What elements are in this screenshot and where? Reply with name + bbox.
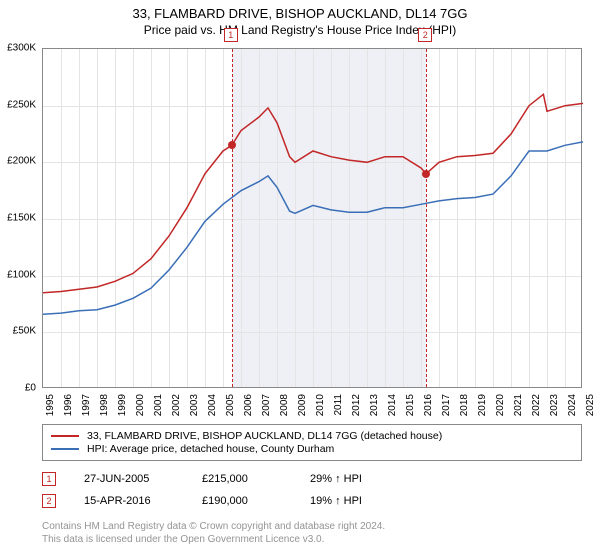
legend-swatch xyxy=(51,448,79,450)
x-axis-label: 2018 xyxy=(459,394,470,416)
legend-item: HPI: Average price, detached house, Coun… xyxy=(51,443,573,455)
x-axis-label: 2020 xyxy=(495,394,506,416)
x-axis-label: 2009 xyxy=(297,394,308,416)
y-axis-label: £0 xyxy=(0,383,36,394)
x-axis-label: 2003 xyxy=(189,394,200,416)
x-axis-label: 2002 xyxy=(171,394,182,416)
x-axis-label: 2014 xyxy=(387,394,398,416)
event-hpi: 29% ↑ HPI xyxy=(310,473,410,485)
x-axis-label: 2004 xyxy=(207,394,218,416)
x-axis-label: 2016 xyxy=(423,394,434,416)
event-index-box: 1 xyxy=(42,472,56,486)
y-axis-label: £200K xyxy=(0,156,36,167)
event-date: 15-APR-2016 xyxy=(84,495,174,507)
footnote: Contains HM Land Registry data © Crown c… xyxy=(42,520,385,546)
event-date: 27-JUN-2005 xyxy=(84,473,174,485)
event-marker-box: 2 xyxy=(418,28,432,42)
x-axis-label: 1997 xyxy=(81,394,92,416)
event-hpi: 19% ↑ HPI xyxy=(310,495,410,507)
x-axis-label: 2006 xyxy=(243,394,254,416)
x-axis-label: 2011 xyxy=(333,394,344,416)
y-axis-label: £150K xyxy=(0,213,36,224)
x-axis-label: 2023 xyxy=(549,394,560,416)
y-axis-label: £100K xyxy=(0,269,36,280)
y-axis-label: £300K xyxy=(0,43,36,54)
x-axis-label: 2007 xyxy=(261,394,272,416)
footnote-line: This data is licensed under the Open Gov… xyxy=(42,533,385,546)
legend: 33, FLAMBARD DRIVE, BISHOP AUCKLAND, DL1… xyxy=(42,424,582,461)
legend-label: HPI: Average price, detached house, Coun… xyxy=(87,443,334,455)
x-axis-label: 2005 xyxy=(225,394,236,416)
x-axis-label: 2019 xyxy=(477,394,488,416)
series-line xyxy=(43,94,583,292)
x-axis-label: 2022 xyxy=(531,394,542,416)
footnote-line: Contains HM Land Registry data © Crown c… xyxy=(42,520,385,533)
y-axis-label: £50K xyxy=(0,326,36,337)
x-axis-label: 2012 xyxy=(351,394,362,416)
chart-container: 33, FLAMBARD DRIVE, BISHOP AUCKLAND, DL1… xyxy=(0,0,600,560)
chart-lines xyxy=(43,49,583,389)
x-axis-label: 2025 xyxy=(585,394,596,416)
x-axis-label: 1999 xyxy=(117,394,128,416)
title-block: 33, FLAMBARD DRIVE, BISHOP AUCKLAND, DL1… xyxy=(0,0,600,37)
x-axis-label: 2010 xyxy=(315,394,326,416)
event-index-box: 2 xyxy=(42,494,56,508)
x-axis-label: 2013 xyxy=(369,394,380,416)
plot-region xyxy=(42,48,582,388)
chart-subtitle: Price paid vs. HM Land Registry's House … xyxy=(0,23,600,37)
x-axis-label: 2001 xyxy=(153,394,164,416)
legend-item: 33, FLAMBARD DRIVE, BISHOP AUCKLAND, DL1… xyxy=(51,430,573,442)
legend-swatch xyxy=(51,435,79,437)
x-axis-label: 1995 xyxy=(45,394,56,416)
events-table: 1 27-JUN-2005 £215,000 29% ↑ HPI 2 15-AP… xyxy=(42,468,410,512)
y-axis-label: £250K xyxy=(0,99,36,110)
chart-area: £0£50K£100K£150K£200K£250K£300K199519961… xyxy=(42,48,582,388)
event-marker-box: 1 xyxy=(224,28,238,42)
event-price: £215,000 xyxy=(202,473,282,485)
x-axis-label: 2015 xyxy=(405,394,416,416)
event-price: £190,000 xyxy=(202,495,282,507)
event-row: 1 27-JUN-2005 £215,000 29% ↑ HPI xyxy=(42,468,410,490)
legend-label: 33, FLAMBARD DRIVE, BISHOP AUCKLAND, DL1… xyxy=(87,430,442,442)
chart-title: 33, FLAMBARD DRIVE, BISHOP AUCKLAND, DL1… xyxy=(0,6,600,21)
x-axis-label: 2017 xyxy=(441,394,452,416)
x-axis-label: 2000 xyxy=(135,394,146,416)
x-axis-label: 2024 xyxy=(567,394,578,416)
x-axis-label: 1996 xyxy=(63,394,74,416)
x-axis-label: 2008 xyxy=(279,394,290,416)
x-axis-label: 1998 xyxy=(99,394,110,416)
x-axis-label: 2021 xyxy=(513,394,524,416)
series-line xyxy=(43,142,583,314)
event-row: 2 15-APR-2016 £190,000 19% ↑ HPI xyxy=(42,490,410,512)
